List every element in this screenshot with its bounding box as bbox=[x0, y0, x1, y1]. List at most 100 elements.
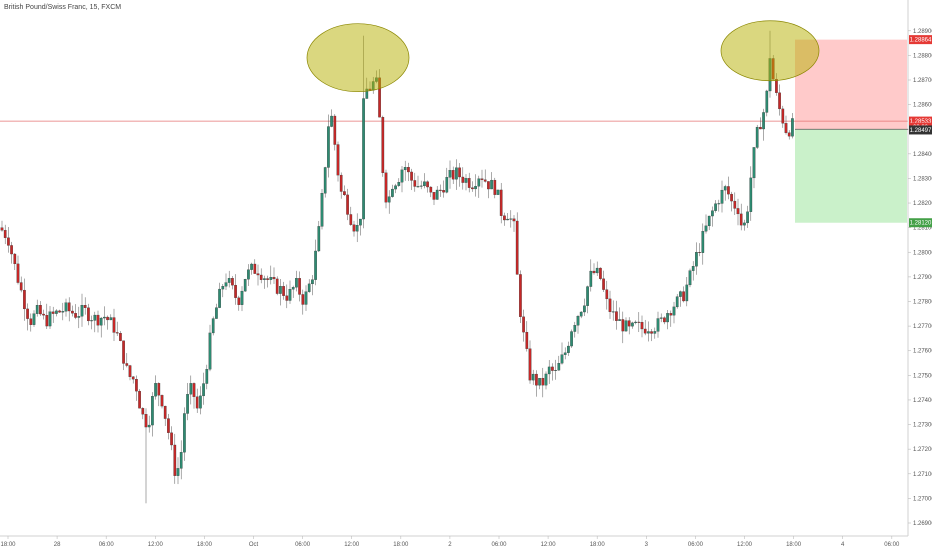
candle-body bbox=[403, 167, 407, 171]
candle-body bbox=[583, 305, 586, 313]
y-tick-label: 1.28100 bbox=[913, 226, 932, 232]
candle-body bbox=[749, 177, 753, 212]
y-tick-label: 1.27600 bbox=[913, 349, 932, 355]
candle-body bbox=[35, 305, 39, 314]
candle-body bbox=[115, 332, 119, 334]
candle-body bbox=[432, 192, 436, 200]
candle-body bbox=[227, 278, 231, 283]
candle-body bbox=[679, 291, 682, 297]
price-tag-label: 1.28864 bbox=[910, 38, 932, 44]
candle-body bbox=[362, 98, 365, 220]
candle-body bbox=[205, 369, 209, 384]
candle-body bbox=[519, 274, 522, 317]
x-tick-label: 18:00 bbox=[393, 542, 409, 548]
candle-body bbox=[394, 185, 397, 190]
candle-body bbox=[3, 230, 7, 238]
price-tag bbox=[909, 35, 932, 45]
price-axis[interactable]: 1.289001.288001.287001.286001.285001.284… bbox=[908, 29, 932, 527]
candle-body bbox=[490, 179, 493, 190]
candle-body bbox=[746, 211, 749, 224]
chart-title: British Pound/Swiss Franc, 15, FXCM bbox=[4, 4, 122, 11]
highlight-ellipse-left[interactable] bbox=[306, 23, 410, 93]
candle-body bbox=[208, 332, 212, 370]
candle-body bbox=[154, 383, 157, 397]
x-tick-label: 4 bbox=[841, 542, 845, 548]
x-tick-label: 06:00 bbox=[884, 542, 900, 548]
candle-body bbox=[256, 273, 260, 276]
candle-body bbox=[506, 218, 509, 221]
candle-body bbox=[67, 302, 71, 312]
price-tag bbox=[909, 218, 932, 228]
candle-body bbox=[144, 414, 148, 428]
candle-body bbox=[323, 167, 327, 194]
candle-body bbox=[554, 370, 557, 371]
time-axis[interactable]: 18:00 28 06:00 12:00 18:00 Oct 06:00 12:00 18:00… bbox=[0, 536, 900, 548]
highlight-ellipse-right[interactable] bbox=[720, 20, 820, 82]
candle-body bbox=[160, 395, 164, 407]
y-tick-label: 1.28000 bbox=[913, 250, 932, 256]
candle-body bbox=[416, 186, 420, 188]
candle-body bbox=[138, 390, 141, 409]
candle-body bbox=[522, 316, 525, 333]
candle-body bbox=[330, 115, 333, 127]
candle-body bbox=[688, 270, 692, 286]
candle-body bbox=[499, 189, 503, 216]
candle-body bbox=[99, 317, 103, 326]
candle-body bbox=[659, 317, 663, 319]
candle-body bbox=[29, 318, 33, 325]
candle-body bbox=[384, 172, 388, 203]
candle-body bbox=[61, 311, 65, 313]
x-tick-label: 18:00 bbox=[786, 542, 802, 548]
candle-body bbox=[183, 413, 186, 453]
y-tick-label: 1.28200 bbox=[913, 201, 932, 207]
candle-body bbox=[269, 277, 273, 280]
candle-body bbox=[535, 373, 538, 386]
candle-body bbox=[784, 123, 788, 133]
candle-body bbox=[295, 278, 298, 288]
candle-body bbox=[240, 290, 244, 305]
candle-body bbox=[634, 321, 637, 324]
candle-body bbox=[791, 118, 794, 137]
candle-body bbox=[698, 252, 701, 253]
candle-body bbox=[755, 126, 759, 148]
candle-body bbox=[410, 171, 413, 181]
candle-body bbox=[291, 287, 295, 290]
y-tick-label: 1.28800 bbox=[913, 53, 932, 59]
x-tick-label: 12:00 bbox=[148, 542, 164, 548]
take-profit-zone[interactable] bbox=[795, 129, 907, 223]
x-tick-label: 3 bbox=[645, 542, 649, 548]
candle-body bbox=[211, 318, 215, 334]
candle-body bbox=[787, 132, 791, 137]
candle-body bbox=[669, 313, 673, 316]
candle-body bbox=[765, 90, 769, 113]
candle-body bbox=[439, 189, 442, 191]
candle-body bbox=[275, 278, 279, 294]
candle-body bbox=[131, 376, 135, 380]
y-tick-label: 1.28400 bbox=[913, 152, 932, 158]
candle-body bbox=[282, 286, 285, 296]
x-tick-label: 18:00 bbox=[197, 542, 213, 548]
price-tag-label: 1.28120 bbox=[910, 221, 932, 227]
candle-body bbox=[42, 313, 45, 316]
candle-body bbox=[672, 306, 676, 316]
candle-body bbox=[717, 203, 721, 205]
candle-body bbox=[480, 178, 484, 180]
candle-body bbox=[122, 340, 125, 364]
candle-body bbox=[279, 286, 282, 294]
candle-body bbox=[45, 315, 49, 327]
candle-body bbox=[525, 331, 529, 349]
candle-body bbox=[221, 286, 225, 290]
candle-body bbox=[147, 424, 151, 428]
candle-body bbox=[58, 310, 61, 313]
y-tick-label: 1.28900 bbox=[913, 29, 932, 35]
candle-body bbox=[589, 270, 593, 287]
candle-body bbox=[762, 112, 765, 130]
candle-body bbox=[413, 180, 417, 187]
candle-body bbox=[653, 331, 657, 334]
candle-body bbox=[528, 348, 532, 381]
candle-body bbox=[93, 314, 97, 321]
candle-body bbox=[445, 177, 449, 193]
candle-body bbox=[560, 354, 564, 364]
candle-body bbox=[730, 193, 733, 202]
